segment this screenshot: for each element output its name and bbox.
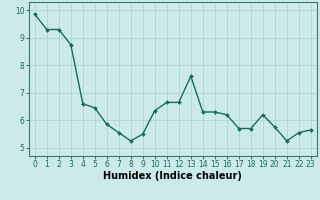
X-axis label: Humidex (Indice chaleur): Humidex (Indice chaleur) — [103, 171, 242, 181]
